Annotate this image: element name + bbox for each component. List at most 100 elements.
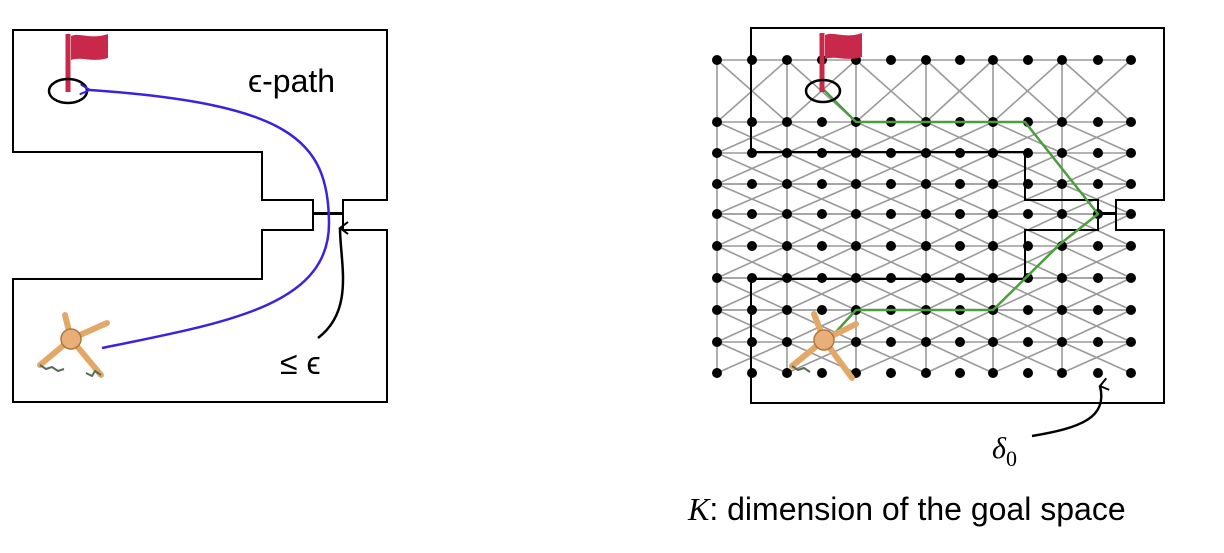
grid-node	[921, 148, 931, 158]
grid-node	[988, 55, 998, 65]
grid-node	[712, 209, 722, 219]
gap-arrow	[317, 221, 349, 339]
planned-grid-path	[821, 87, 1100, 346]
grid-diagonal	[786, 277, 857, 311]
grid-node	[921, 368, 931, 378]
grid-node	[988, 209, 998, 219]
grid-node	[1057, 117, 1067, 127]
grid-node	[782, 305, 792, 315]
grid-node	[1126, 337, 1136, 347]
grid-node	[921, 337, 931, 347]
grid-node	[886, 273, 896, 283]
grid-diagonal	[855, 309, 927, 343]
grid-node	[817, 148, 827, 158]
grid-node	[1057, 305, 1067, 315]
grid-diagonal	[992, 341, 1063, 374]
goal-flag-icon	[65, 34, 108, 92]
grid-node	[921, 241, 931, 251]
grid-node	[1093, 55, 1103, 65]
grid-node	[747, 241, 757, 251]
grid-node	[1126, 209, 1136, 219]
grid-node	[921, 55, 931, 65]
grid-node	[817, 117, 827, 127]
grid-node	[747, 273, 757, 283]
grid-node	[1093, 241, 1103, 251]
grid-node	[782, 241, 792, 251]
grid-node	[747, 55, 757, 65]
grid-diagonal	[855, 59, 927, 123]
grid-node	[988, 179, 998, 189]
grid-node	[782, 148, 792, 158]
grid-node	[712, 305, 722, 315]
grid-node	[851, 179, 861, 189]
grid-diagonal	[925, 277, 994, 311]
grid-diagonal	[1061, 121, 1132, 154]
grid-node	[1093, 305, 1103, 315]
k-dimension-caption: K: dimension of the goal space	[687, 491, 1126, 527]
grid-node	[747, 337, 757, 347]
grid-node	[1023, 337, 1033, 347]
grid-diagonal	[992, 277, 1063, 311]
grid-diagonal	[855, 121, 927, 154]
grid-node	[1023, 55, 1033, 65]
grid-node	[921, 209, 931, 219]
delta-zero-label: δ0	[992, 432, 1017, 471]
grid-node	[955, 273, 965, 283]
grid-node	[817, 305, 827, 315]
grid-diagonal	[786, 213, 857, 247]
grid-node	[712, 273, 722, 283]
grid-node	[1126, 117, 1136, 127]
right-panel: δ0 K: dimension of the goal space	[687, 27, 1165, 527]
grid-node	[1126, 241, 1136, 251]
grid-node	[1057, 209, 1067, 219]
grid-diagonal	[716, 245, 788, 279]
grid-node	[782, 337, 792, 347]
grid-node	[747, 305, 757, 315]
goal-flag-icon	[819, 33, 862, 92]
grid-node	[955, 241, 965, 251]
grid-node	[1023, 368, 1033, 378]
grid-diagonal	[925, 341, 994, 374]
grid-node	[1057, 273, 1067, 283]
grid-diagonal	[716, 213, 788, 247]
grid-node	[1057, 337, 1067, 347]
delta-subscript: 0	[1006, 446, 1017, 471]
grid-diagonal	[716, 152, 788, 185]
grid-node	[1023, 241, 1033, 251]
grid-diagonal	[1061, 277, 1132, 311]
grid-node	[712, 148, 722, 158]
grid-node	[1093, 368, 1103, 378]
grid-diagonal	[992, 245, 1063, 279]
grid-node	[886, 209, 896, 219]
grid-diagonal	[925, 213, 994, 247]
grid-node	[782, 55, 792, 65]
grid-diagonal	[925, 309, 994, 343]
grid-node	[1093, 148, 1103, 158]
grid-node	[1023, 148, 1033, 158]
grid-node	[1093, 273, 1103, 283]
gap-epsilon-label: ≤ ϵ	[280, 345, 321, 381]
grid-node	[782, 368, 792, 378]
grid-node	[851, 273, 861, 283]
grid-node	[1126, 305, 1136, 315]
grid-diagonal	[786, 341, 857, 374]
grid-diagonal	[1061, 59, 1132, 123]
grid-node	[1126, 273, 1136, 283]
grid-node	[712, 117, 722, 127]
grid-node	[747, 179, 757, 189]
grid-node	[712, 55, 722, 65]
grid-node	[712, 368, 722, 378]
grid-diagonal	[1061, 309, 1132, 343]
grid-node	[1023, 273, 1033, 283]
grid-node	[955, 179, 965, 189]
grid-node	[886, 368, 896, 378]
grid-node	[1023, 305, 1033, 315]
grid-node	[886, 179, 896, 189]
grid-node	[1093, 179, 1103, 189]
grid-diagonal	[992, 59, 1063, 123]
grid-node	[782, 209, 792, 219]
left-maze-walls	[12, 29, 388, 403]
grid-node	[955, 148, 965, 158]
grid-diagonal	[786, 245, 857, 279]
grid-node	[782, 179, 792, 189]
